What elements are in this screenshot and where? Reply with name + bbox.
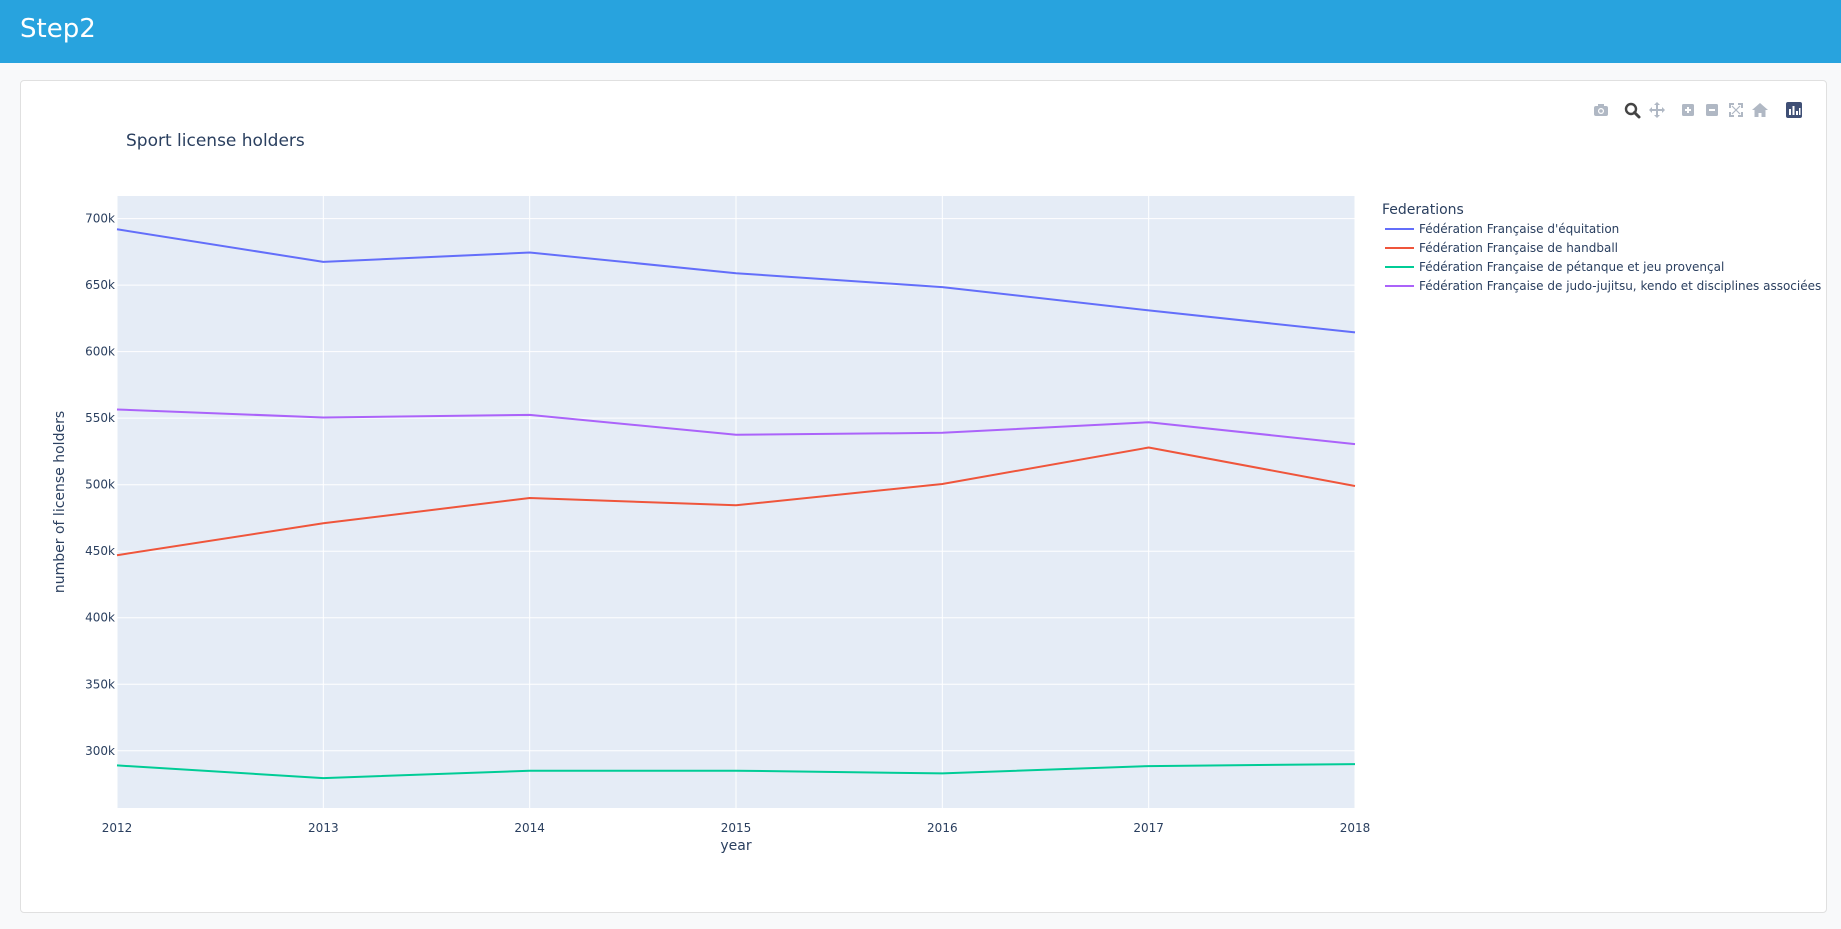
- x-tick-label: 2017: [1133, 821, 1164, 835]
- legend-item-label: Fédération Française de handball: [1419, 241, 1618, 255]
- x-tick-label: 2016: [927, 821, 958, 835]
- y-tick-label: 600k: [85, 345, 115, 359]
- zoom-out-icon[interactable]: [1701, 99, 1723, 121]
- y-tick-label: 450k: [85, 544, 115, 558]
- y-tick-label: 500k: [85, 478, 115, 492]
- app-header: Step2: [0, 0, 1841, 63]
- zoom-icon[interactable]: [1621, 99, 1643, 121]
- x-tick-label: 2012: [102, 821, 133, 835]
- y-tick-label: 700k: [85, 212, 115, 226]
- y-axis-label: number of license holders: [52, 411, 68, 593]
- legend-item-label: Fédération Française d'équitation: [1419, 222, 1619, 236]
- home-icon[interactable]: [1749, 99, 1771, 121]
- x-axis-label: year: [720, 838, 751, 854]
- series-line-3: [116, 763, 1356, 780]
- x-tick-label: 2014: [514, 821, 545, 835]
- series-line-2: [116, 446, 1356, 557]
- x-tick-label: 2013: [308, 821, 339, 835]
- y-tick-label: 350k: [85, 677, 115, 691]
- x-tick-label: 2018: [1340, 821, 1371, 835]
- legend-item-label: Fédération Française de judo-jujitsu, ke…: [1419, 279, 1821, 293]
- legend-item-label: Fédération Française de pétanque et jeu …: [1419, 260, 1724, 274]
- y-tick-label: 550k: [85, 411, 115, 425]
- y-tick-label: 300k: [85, 744, 115, 758]
- camera-icon[interactable]: [1590, 99, 1612, 121]
- series-line-4: [116, 408, 1356, 446]
- app-title: Step2: [20, 14, 96, 44]
- zoom-in-icon[interactable]: [1677, 99, 1699, 121]
- chart-modebar: [1590, 99, 1820, 121]
- y-tick-label: 400k: [85, 611, 115, 625]
- y-tick-label: 650k: [85, 278, 115, 292]
- series-line-1: [116, 228, 1356, 334]
- autoscale-icon[interactable]: [1725, 99, 1747, 121]
- pan-icon[interactable]: [1646, 99, 1668, 121]
- chart-title: Sport license holders: [126, 131, 305, 151]
- x-tick-label: 2015: [721, 821, 752, 835]
- legend-title: Federations: [1382, 202, 1464, 218]
- plotly-logo-icon[interactable]: [1783, 99, 1805, 121]
